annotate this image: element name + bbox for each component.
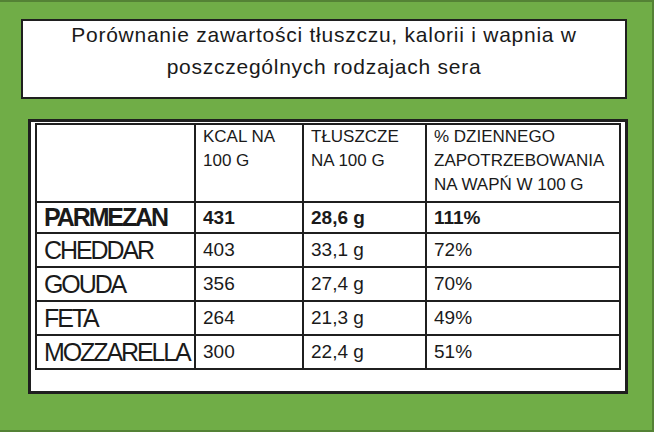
table-header-row: KCAL NA 100 G TŁUSZCZE NA 100 G % DZIENN… <box>36 124 620 202</box>
cheese-comparison-table: KCAL NA 100 G TŁUSZCZE NA 100 G % DZIENN… <box>35 123 621 370</box>
fat-cell: 33,1 g <box>303 233 426 267</box>
table-row-mozzarella: MOZZARELLA 300 22,4 g 51% <box>36 335 620 369</box>
kcal-cell: 431 <box>195 202 303 233</box>
cheese-name-cell: PARMEZAN <box>36 202 195 233</box>
title-line-2: poszczególnych rodzajach sera <box>167 51 482 83</box>
fat-cell: 27,4 g <box>303 267 426 301</box>
table-row-gouda: GOUDA 356 27,4 g 70% <box>36 267 620 301</box>
cheese-name-cell: FETA <box>36 301 195 335</box>
kcal-cell: 264 <box>195 301 303 335</box>
title-line-1: Porównanie zawartości tłuszczu, kalorii … <box>71 19 577 51</box>
table-card: KCAL NA 100 G TŁUSZCZE NA 100 G % DZIENN… <box>28 119 628 394</box>
slide-background: Porównanie zawartości tłuszczu, kalorii … <box>0 0 654 432</box>
fat-cell: 28,6 g <box>303 202 426 233</box>
header-cell-kcal: KCAL NA 100 G <box>195 124 303 202</box>
header-cell-fat: TŁUSZCZE NA 100 G <box>303 124 426 202</box>
header-cell-calcium: % DZIENNEGO ZAPOTRZEBOWANIA NA WAPŃ W 10… <box>426 124 620 202</box>
table-row-parmezan: PARMEZAN 431 28,6 g 111% <box>36 202 620 233</box>
cheese-name-cell: MOZZARELLA <box>36 335 195 369</box>
table-row-cheddar: CHEDDAR 403 33,1 g 72% <box>36 233 620 267</box>
kcal-cell: 403 <box>195 233 303 267</box>
calcium-cell: 70% <box>426 267 620 301</box>
kcal-cell: 300 <box>195 335 303 369</box>
fat-cell: 22,4 g <box>303 335 426 369</box>
cheese-name-cell: GOUDA <box>36 267 195 301</box>
title-box: Porównanie zawartości tłuszczu, kalorii … <box>21 19 627 99</box>
kcal-cell: 356 <box>195 267 303 301</box>
calcium-cell: 49% <box>426 301 620 335</box>
fat-cell: 21,3 g <box>303 301 426 335</box>
calcium-cell: 51% <box>426 335 620 369</box>
calcium-cell: 111% <box>426 202 620 233</box>
cheese-name-cell: CHEDDAR <box>36 233 195 267</box>
table-row-feta: FETA 264 21,3 g 49% <box>36 301 620 335</box>
calcium-cell: 72% <box>426 233 620 267</box>
header-cell-empty <box>36 124 195 202</box>
